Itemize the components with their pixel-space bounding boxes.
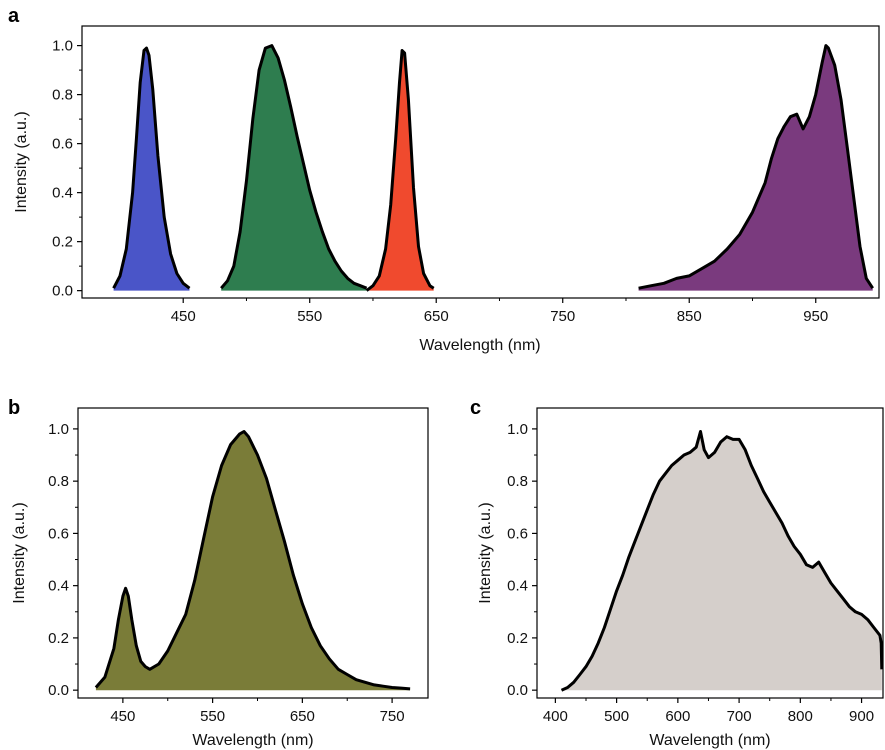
y-tick-label-b: 0.2	[48, 630, 69, 647]
plot-area-b: 0.0 0.2 0.4 0.6 0.8 1.0 450 550 650 750	[48, 421, 411, 725]
x-tick-label-a: 850	[677, 308, 702, 325]
series-line-b-0	[94, 430, 411, 691]
y-tick-label-c: 0.4	[507, 578, 528, 595]
panel-label-b: b	[8, 397, 20, 419]
series-line-a-1	[220, 44, 368, 290]
y-tick-label-a: 1.0	[52, 38, 73, 55]
x-tick-label-a: 650	[424, 308, 449, 325]
series-line-a-0	[112, 46, 191, 290]
y-tick-label-a: 0.6	[52, 136, 73, 153]
y-tick-label-a: 0.0	[52, 283, 73, 300]
x-tick-label-c: 600	[665, 708, 690, 725]
x-tick-label-a: 750	[550, 308, 575, 325]
series-fill-a-1	[221, 45, 367, 291]
y-tick-label-c: 0.2	[507, 630, 528, 647]
plot-area-c: 0.0 0.2 0.4 0.6 0.8 1.0 400 500 600 700 800 900	[507, 421, 884, 725]
series-fill-b-0	[95, 431, 411, 691]
y-tick-label-c: 0.0	[507, 682, 528, 699]
x-axis-label-c: Wavelength (nm)	[649, 732, 770, 749]
plot-area-a: 0.0 0.2 0.4 0.6 0.8 1.0 450 550 650 750 850 950	[52, 38, 874, 325]
y-tick-label-b: 0.0	[48, 682, 69, 699]
x-tick-label-b: 450	[110, 708, 135, 725]
panel-label-c: c	[470, 397, 481, 419]
y-tick-label-a: 0.4	[52, 185, 73, 202]
series-line-c-0	[560, 430, 884, 692]
y-tick-label-b: 0.8	[48, 473, 69, 490]
series-fill-c-0	[561, 431, 882, 691]
x-tick-label-c: 900	[849, 708, 874, 725]
series-line-a-3	[638, 44, 874, 290]
x-tick-label-a: 550	[297, 308, 322, 325]
axes-frame-c	[536, 407, 884, 699]
y-axis-label-c: Intensity (a.u.)	[477, 502, 494, 603]
x-tick-label-c: 700	[727, 708, 752, 725]
x-tick-label-c: 800	[788, 708, 813, 725]
x-tick-label-c: 400	[543, 708, 568, 725]
y-tick-label-c: 0.8	[507, 473, 528, 490]
axes-frame-b	[77, 407, 429, 699]
y-tick-label-b: 1.0	[48, 421, 69, 438]
y-tick-label-c: 0.6	[507, 525, 528, 542]
panel-label-a: a	[8, 5, 20, 27]
series-line-a-2	[365, 49, 435, 292]
y-axis-label-b: Intensity (a.u.)	[11, 502, 28, 603]
panel-c: c 0.0 0.2 0.4 0.6 0.8 1.0 400 500 600 700 800 900 W…	[470, 397, 884, 749]
y-tick-label-a: 0.2	[52, 234, 73, 251]
x-tick-label-b: 650	[290, 708, 315, 725]
y-tick-label-b: 0.4	[48, 578, 69, 595]
x-tick-label-c: 500	[604, 708, 629, 725]
x-axis-label-b: Wavelength (nm)	[192, 732, 313, 749]
x-tick-label-b: 750	[380, 708, 405, 725]
x-tick-label-a: 450	[171, 308, 196, 325]
x-tick-label-a: 950	[803, 308, 828, 325]
y-tick-label-c: 1.0	[507, 421, 528, 438]
x-tick-label-b: 550	[200, 708, 225, 725]
y-tick-label-a: 0.8	[52, 87, 73, 104]
panel-a: a 0.0 0.2 0.4 0.6 0.8 1.0 450 550 650 750 850 950 W…	[8, 5, 880, 354]
panel-b: b 0.0 0.2 0.4 0.6 0.8 1.0 450 550 650 750 Wavelen…	[8, 397, 429, 749]
series-fill-a-3	[638, 45, 873, 291]
axes-frame-a	[81, 25, 880, 299]
x-axis-label-a: Wavelength (nm)	[419, 337, 540, 354]
y-tick-label-b: 0.6	[48, 525, 69, 542]
y-axis-label-a: Intensity (a.u.)	[13, 111, 30, 212]
series-fill-a-0	[113, 48, 190, 291]
